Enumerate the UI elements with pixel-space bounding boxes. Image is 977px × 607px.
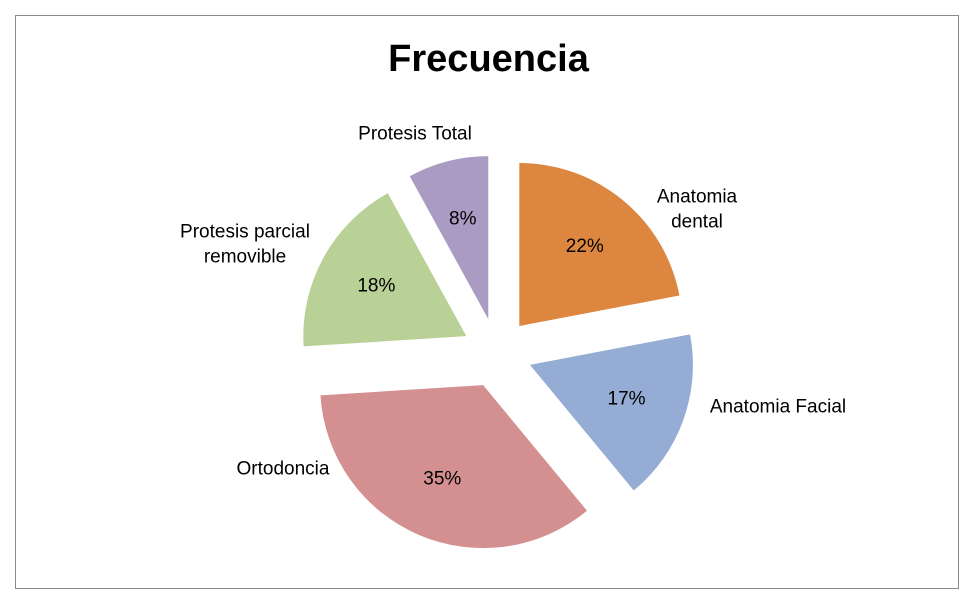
value-label: 18% (357, 276, 395, 297)
category-label: Ortodoncia (236, 458, 330, 480)
chart-frame (15, 15, 959, 589)
category-label: Anatomia Facial (709, 396, 847, 418)
pie-slice (529, 334, 693, 491)
category-label: Protesis Total (358, 123, 472, 145)
value-label: 35% (423, 468, 461, 489)
value-label: 22% (566, 236, 604, 257)
value-label: 17% (608, 389, 646, 410)
pie-slice (320, 385, 587, 549)
value-label: 8% (449, 209, 477, 230)
category-label: Protesis parcial removible (180, 221, 310, 267)
chart-title: Frecuencia (388, 38, 589, 80)
pie-slice (303, 193, 467, 347)
pie-slice (519, 163, 680, 327)
category-label: Anatomia dental (656, 186, 738, 232)
pie-slice (409, 156, 489, 320)
